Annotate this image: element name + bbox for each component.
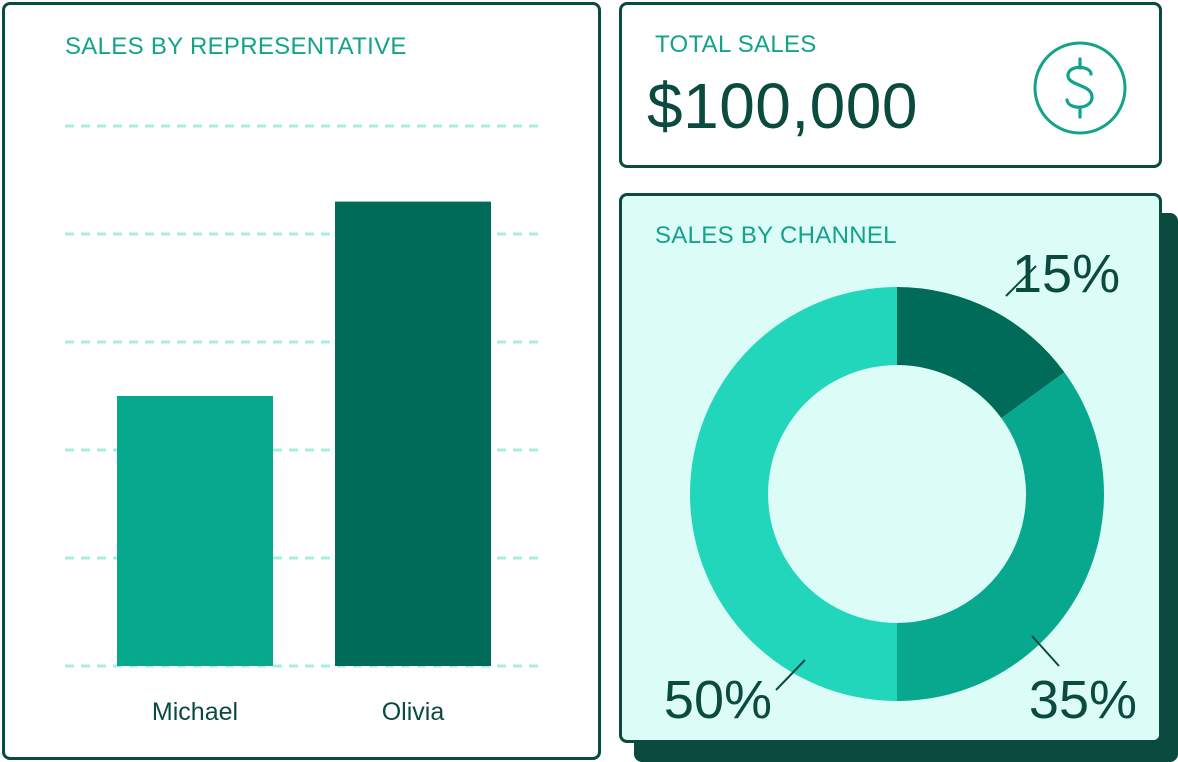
total-sales-value: $100,000 [647,70,918,142]
bar-olivia [335,201,491,666]
donut-slice-label: 35% [1029,670,1137,730]
donut-slice-15pct [897,287,1065,419]
dollar-circle-icon [1033,41,1127,135]
donut-slice-label: 15% [1012,244,1120,304]
leader-line [1031,635,1060,667]
bar-michael [117,396,273,666]
bar-category-label: Olivia [382,698,445,726]
total-sales-panel: TOTAL SALES $100,000 [619,2,1162,168]
sales-by-channel-panel: SALES BY CHANNEL 15% 35% 50% [619,193,1162,743]
donut-slice-35pct [897,372,1104,701]
total-sales-title: TOTAL SALES [655,31,817,58]
sales-by-representative-panel: SALES BY REPRESENTATIVE Michael Olivia [2,2,601,760]
sales-by-channel-title: SALES BY CHANNEL [655,222,897,249]
bar-chart: Michael Olivia [65,124,545,726]
leader-line [775,659,806,691]
donut-slice-50pct [690,287,897,701]
donut-slice-label: 50% [664,670,772,730]
leader-line [1005,265,1037,297]
donut-chart: 15% 35% 50% [664,244,1137,730]
sales-by-representative-title: SALES BY REPRESENTATIVE [65,33,407,60]
bar-category-label: Michael [152,698,238,726]
